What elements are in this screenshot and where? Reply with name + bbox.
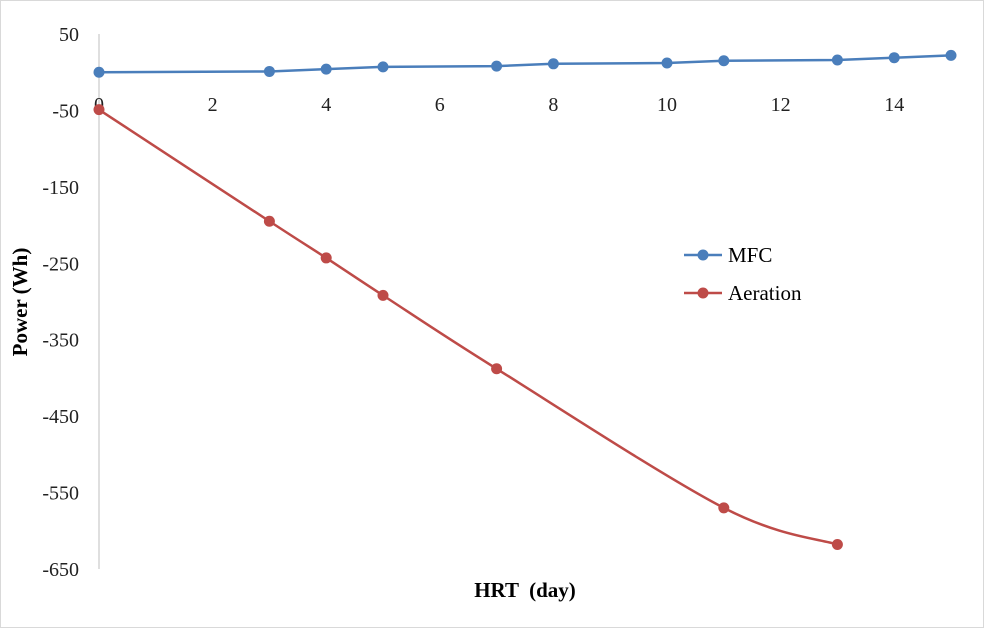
series-line — [98, 108, 838, 546]
data-point — [547, 58, 559, 70]
data-point — [263, 215, 275, 227]
data-point — [831, 54, 843, 66]
x-tick-label: 14 — [884, 94, 904, 116]
y-tick-label: -550 — [42, 483, 79, 505]
x-tick-label: 12 — [771, 94, 791, 116]
data-point — [93, 104, 105, 116]
x-tick-label: 10 — [657, 94, 677, 116]
y-tick-labels: 50 -50 -150 -250 -350 -450 -550 -650 — [42, 24, 79, 581]
data-point — [718, 502, 730, 514]
legend-item-mfc: MFC — [684, 243, 772, 267]
y-tick-label: -650 — [42, 559, 79, 581]
data-point — [831, 539, 843, 551]
data-point — [93, 66, 105, 78]
data-point — [661, 57, 673, 69]
y-tick-label: 50 — [59, 24, 79, 46]
data-point — [377, 289, 389, 301]
series-mfc — [93, 49, 957, 78]
y-tick-label: -50 — [52, 100, 79, 122]
data-point — [945, 49, 957, 61]
data-point — [377, 61, 389, 73]
legend-swatch-marker — [697, 249, 709, 261]
x-tick-label: 4 — [321, 94, 331, 116]
data-point — [491, 60, 503, 72]
x-tick-label: 8 — [548, 94, 558, 116]
x-tick-label: 6 — [435, 94, 445, 116]
series-aeration — [93, 104, 843, 551]
y-tick-label: -250 — [42, 253, 79, 275]
legend: MFC Aeration — [684, 243, 802, 305]
data-point — [888, 52, 900, 64]
x-tick-label: 2 — [208, 94, 218, 116]
y-axis-title: Power (Wh) — [8, 248, 32, 357]
data-point — [718, 55, 730, 67]
legend-label: Aeration — [728, 281, 802, 305]
legend-swatch-marker — [697, 287, 709, 299]
x-axis-title: HRT (day) — [474, 578, 576, 602]
legend-item-aeration: Aeration — [684, 281, 802, 305]
data-point — [491, 363, 503, 375]
y-tick-label: -150 — [42, 177, 79, 199]
legend-label: MFC — [728, 243, 772, 267]
data-point — [320, 63, 332, 75]
y-tick-label: -350 — [42, 330, 79, 352]
data-point — [320, 252, 332, 264]
series-group — [93, 49, 957, 551]
data-point — [263, 65, 275, 77]
series-line — [98, 54, 952, 74]
y-tick-label: -450 — [42, 406, 79, 428]
